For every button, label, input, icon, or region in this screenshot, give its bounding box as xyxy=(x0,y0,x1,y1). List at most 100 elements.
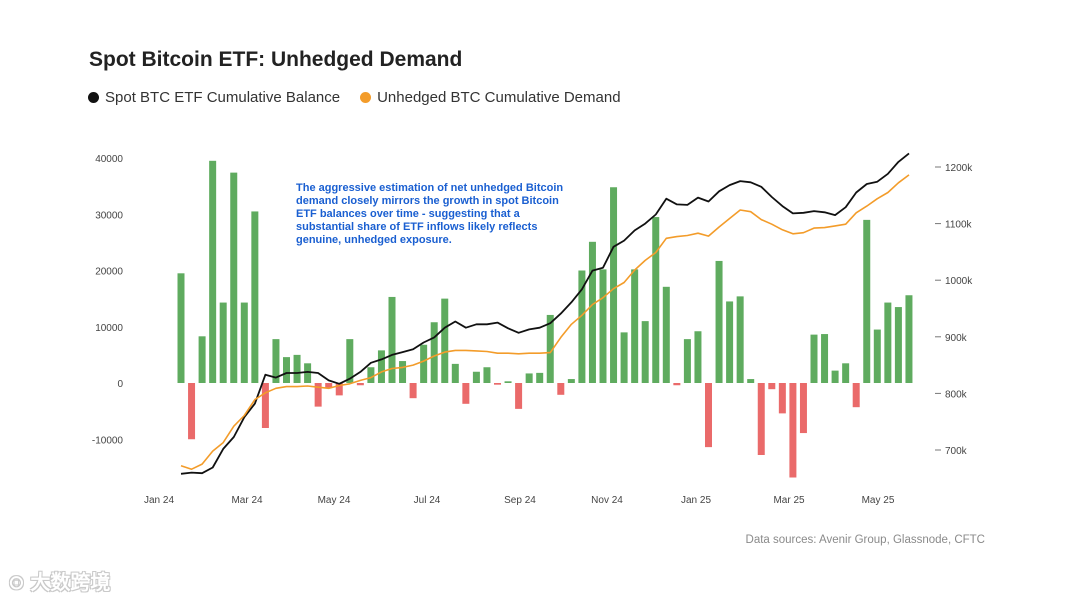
x-tick-label: May 25 xyxy=(862,495,895,506)
y-right-tick-label: 1000k xyxy=(945,276,973,287)
flow-bar xyxy=(483,367,491,383)
y-left-tick-label: 10000 xyxy=(95,323,123,334)
y-left-tick-label: 20000 xyxy=(95,267,123,278)
x-tick-label: May 24 xyxy=(318,495,351,506)
flow-bar xyxy=(557,383,565,395)
flow-bar xyxy=(304,363,312,383)
flow-bar xyxy=(377,350,385,383)
flow-bar xyxy=(546,314,554,383)
chart-title: Spot Bitcoin ETF: Unhedged Demand xyxy=(89,48,463,71)
y-left-tick-label: 40000 xyxy=(95,154,123,165)
flow-bar xyxy=(261,383,269,428)
x-tick-label: Jan 24 xyxy=(144,495,174,506)
flow-bar xyxy=(884,302,892,383)
flow-bar xyxy=(356,383,364,386)
x-tick-label: Sep 24 xyxy=(504,495,536,506)
flow-bar xyxy=(705,383,712,448)
flow-bar xyxy=(652,217,660,383)
legend-item-unhedged: Unhedged BTC Cumulative Demand xyxy=(360,89,621,106)
flow-bar xyxy=(641,321,649,383)
flow-bar xyxy=(283,357,290,383)
flow-bar xyxy=(494,383,501,385)
flow-bar xyxy=(293,354,301,383)
flow-bar xyxy=(367,367,375,383)
flow-bar xyxy=(409,383,417,399)
flow-bar xyxy=(420,344,428,383)
flow-bar xyxy=(789,383,797,478)
flow-bar xyxy=(715,260,723,383)
flow-bar xyxy=(525,373,533,383)
flow-bar xyxy=(314,383,322,407)
flow-bar xyxy=(842,363,850,383)
legend-marker-unhedged xyxy=(360,92,372,103)
flow-bar xyxy=(736,296,744,383)
data-source: Data sources: Avenir Group, Glassnode, C… xyxy=(745,534,985,546)
flow-bar xyxy=(451,363,459,383)
legend-marker-balance xyxy=(88,92,99,103)
flow-bar xyxy=(810,334,818,383)
legend: Spot BTC ETF Cumulative Balance Unhedged… xyxy=(88,89,621,106)
flow-bar xyxy=(272,339,280,383)
flow-bar xyxy=(240,302,248,383)
flow-bar xyxy=(219,302,227,383)
flow-bar xyxy=(346,339,354,383)
flow-bar xyxy=(778,383,786,414)
x-tick-label: Mar 24 xyxy=(231,495,263,506)
flow-bar xyxy=(905,295,913,383)
flow-bar xyxy=(230,172,238,383)
flow-bar xyxy=(430,322,438,383)
flow-bar xyxy=(747,379,755,383)
flow-bar xyxy=(620,332,628,383)
annotation-text: The aggressive estimation of net unhedge… xyxy=(296,182,564,246)
flow-bar xyxy=(599,269,607,383)
flow-bar xyxy=(567,379,575,383)
flow-bar xyxy=(631,269,639,383)
y-right-tick-label: 1200k xyxy=(945,163,973,174)
flow-bar xyxy=(472,371,480,383)
x-tick-label: Nov 24 xyxy=(591,495,623,506)
flow-bar xyxy=(441,298,449,383)
flow-bar xyxy=(852,383,860,408)
flow-bar xyxy=(198,336,206,383)
unhedged-line xyxy=(180,174,910,471)
flow-bar xyxy=(388,296,396,383)
y-left-tick-label: 30000 xyxy=(95,210,123,221)
flow-bar xyxy=(515,383,523,409)
flow-bar xyxy=(821,334,829,383)
flow-bar xyxy=(768,383,776,390)
flow-bar xyxy=(831,370,839,383)
flow-bar xyxy=(673,383,681,386)
flow-bar xyxy=(188,383,196,440)
flow-bar xyxy=(462,383,470,404)
flow-bar xyxy=(504,381,512,383)
flow-bar xyxy=(610,187,618,383)
legend-label-unhedged: Unhedged BTC Cumulative Demand xyxy=(377,89,621,106)
y-left-tick-label: 0 xyxy=(117,379,123,390)
y-right-tick-label: 900k xyxy=(945,333,968,344)
flow-bar xyxy=(662,286,670,383)
flow-bar xyxy=(799,383,807,434)
flow-bar xyxy=(863,219,871,383)
flow-bar xyxy=(578,270,586,383)
flow-bar xyxy=(325,383,333,389)
flow-bar xyxy=(894,307,902,383)
x-tick-label: Jan 25 xyxy=(681,495,711,506)
flow-bar xyxy=(209,160,217,383)
legend-label-balance: Spot BTC ETF Cumulative Balance xyxy=(105,89,341,106)
flow-bar xyxy=(873,329,881,383)
watermark-logo: ⊙ 大数跨境 xyxy=(8,572,111,594)
flow-bar xyxy=(536,372,544,383)
x-tick-label: Jul 24 xyxy=(414,495,441,506)
legend-item-balance: Spot BTC ETF Cumulative Balance xyxy=(88,89,340,106)
flow-bar xyxy=(399,361,407,383)
flow-bar xyxy=(683,339,691,383)
y-right-tick-label: 700k xyxy=(945,446,968,457)
flow-bar xyxy=(588,241,596,383)
y-left-tick-label: -10000 xyxy=(92,435,124,446)
balance-line xyxy=(180,152,910,475)
flow-bar xyxy=(694,331,702,383)
flow-bar xyxy=(335,383,343,396)
y-right-tick-label: 800k xyxy=(945,389,968,400)
flow-bar xyxy=(177,273,185,383)
